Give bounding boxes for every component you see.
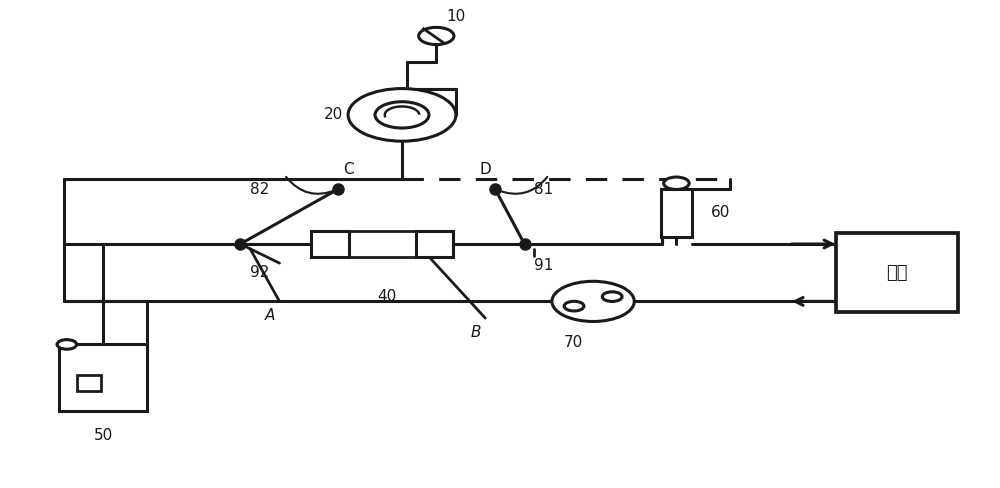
Circle shape [602,292,622,302]
Circle shape [564,301,584,311]
Circle shape [419,27,454,44]
Text: C: C [343,163,353,177]
Circle shape [552,281,634,322]
Bar [836,233,958,312]
Text: 50: 50 [93,428,113,443]
Text: 10: 10 [446,9,466,24]
Bar [416,231,453,257]
Bar [77,375,101,391]
Text: 60: 60 [711,205,730,221]
Circle shape [664,177,689,189]
Bar [661,189,692,237]
Text: 81: 81 [534,182,554,197]
Text: 20: 20 [324,107,343,122]
Bar [59,345,147,411]
Text: D: D [479,163,491,177]
Text: B: B [470,325,481,340]
Text: 40: 40 [378,289,397,304]
Text: 82: 82 [250,182,270,197]
Text: A: A [265,308,275,323]
Text: 92: 92 [250,265,270,280]
Circle shape [57,340,77,349]
Bar [311,231,349,257]
Circle shape [375,102,429,128]
Circle shape [348,89,456,141]
Text: 91: 91 [534,258,554,273]
Text: 70: 70 [564,335,583,349]
Text: 患者: 患者 [886,264,908,282]
